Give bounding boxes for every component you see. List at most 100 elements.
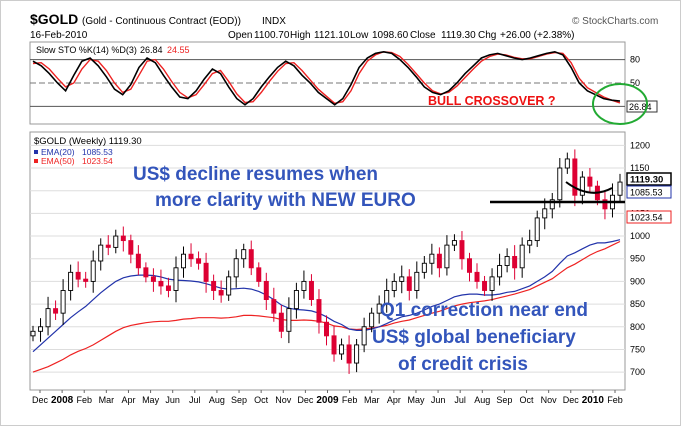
candle-body	[587, 176, 593, 187]
x-axis-label: 2008	[51, 395, 74, 406]
ohlc-low-label: Low	[350, 30, 369, 41]
ohlc-open-label: Open	[228, 30, 252, 41]
candle-body	[414, 271, 420, 291]
x-axis-label: Sep	[231, 395, 247, 405]
candle-body	[361, 326, 367, 346]
candle-body	[256, 267, 262, 282]
ema50-price-box	[626, 210, 672, 224]
x-axis-label: Mar	[99, 395, 115, 405]
candle-body	[482, 280, 488, 291]
annotation-line-2: more clarity with NEW EURO	[155, 190, 416, 211]
candle-body	[376, 303, 382, 314]
x-axis-label: Feb	[607, 395, 623, 405]
candle-body	[128, 240, 134, 255]
candle-body	[83, 278, 89, 282]
ohlc-close-label: Close	[410, 30, 436, 41]
x-axis-label: Oct	[520, 395, 535, 405]
candle-body	[308, 280, 314, 301]
x-axis-label: May	[142, 395, 160, 405]
ohlc-chg-label: Chg	[478, 30, 496, 41]
x-axis-labels: Dec 2008 Feb Mar Apr May Jun Jul Aug Sep Oct Nov Dec…	[32, 390, 623, 406]
ema20-legend-name: EMA(20)	[41, 147, 75, 157]
x-axis-label: Feb	[342, 395, 358, 405]
candle-body	[301, 280, 307, 291]
ema20-price-label: 1085.53	[630, 188, 663, 198]
candle-body	[617, 181, 623, 196]
candle-body	[278, 312, 284, 332]
ohlc-high-value: 1121.10	[314, 30, 350, 41]
stochastic-value-label: 26.84	[629, 102, 652, 112]
ohlc-chg-value: +26.00 (+2.38%)	[500, 30, 575, 41]
candle-body	[211, 280, 217, 291]
price-panel: 12001150110010501000950900850800750700 $…	[29, 131, 672, 391]
candle-body	[293, 290, 299, 310]
ema20-price-box	[626, 185, 672, 199]
stochastic-legend-d: 24.55	[167, 45, 190, 55]
candle-body	[120, 235, 126, 242]
x-axis-label: Dec	[32, 395, 49, 405]
candle-body	[572, 158, 578, 196]
ohlc-close-value: 1119.30	[441, 30, 476, 41]
stochastic-value-box	[626, 100, 658, 113]
candle-body	[45, 308, 51, 328]
x-axis-label: Dec	[297, 395, 314, 405]
candle-body	[173, 267, 179, 291]
x-axis-label: Aug	[209, 395, 225, 405]
stochastic-panel: 805020 Slow STO %K(14) %D(3) 26.84 24.55…	[29, 41, 658, 125]
price-gridlines	[30, 144, 625, 373]
price-tick-label: 750	[630, 344, 645, 354]
candle-body	[286, 308, 292, 332]
candle-body	[466, 258, 472, 273]
price-tick-label: 1150	[630, 163, 649, 173]
annotation-line-5: of credit crisis	[398, 354, 528, 375]
candle-body	[384, 290, 390, 305]
header-symbol: $GOLD	[30, 11, 78, 27]
ema50-legend-name: EMA(50)	[41, 156, 75, 166]
x-axis-label: Jun	[165, 395, 180, 405]
header-source: © StockCharts.com	[572, 16, 658, 27]
price-tick-label: 1200	[630, 140, 650, 150]
candle-body	[135, 253, 141, 269]
candle-body	[579, 176, 585, 196]
header-exchange: INDX	[262, 16, 286, 27]
annotation-line-1: US$ decline resumes when	[133, 164, 378, 185]
candle-body	[519, 244, 525, 269]
chart-header: $GOLD (Gold - Continuous Contract (EOD))…	[30, 11, 658, 41]
annotation-line-4: US$ global beneficiary	[372, 327, 576, 348]
x-axis-label: Nov	[541, 395, 558, 405]
candle-body	[226, 276, 232, 296]
candle-body	[196, 258, 202, 264]
candle-body	[203, 262, 209, 282]
candle-body	[68, 271, 74, 291]
candle-body	[346, 344, 352, 364]
crossover-highlight-circle	[592, 83, 648, 125]
candle-body	[512, 256, 518, 269]
candle-body	[564, 158, 570, 169]
candle-body	[158, 280, 164, 287]
x-axis-label: Apr	[121, 395, 135, 405]
candle-body	[30, 330, 36, 337]
candle-body	[369, 312, 375, 328]
x-axis-label: Apr	[387, 395, 401, 405]
candle-body	[188, 253, 194, 260]
candle-body	[53, 308, 59, 314]
candle-body	[90, 260, 96, 282]
candle-body	[489, 276, 495, 291]
candle-body	[165, 285, 171, 291]
candle-body	[391, 280, 397, 291]
price-tick-label: 900	[630, 276, 645, 286]
x-axis-label: 2010	[582, 395, 605, 406]
candle-body	[38, 326, 44, 332]
candle-body	[113, 235, 119, 248]
x-axis-label: Jul	[189, 395, 201, 405]
candle-body	[181, 253, 187, 269]
candle-body	[150, 276, 156, 282]
ema50-price-label: 1023.54	[630, 213, 663, 223]
header-date: 16-Feb-2010	[30, 30, 88, 41]
candle-body	[602, 199, 608, 210]
price-tick-label: 700	[630, 367, 645, 377]
candle-body	[421, 262, 427, 273]
ema20-legend-value: 1085.53	[82, 147, 113, 157]
candle-body	[354, 344, 360, 364]
